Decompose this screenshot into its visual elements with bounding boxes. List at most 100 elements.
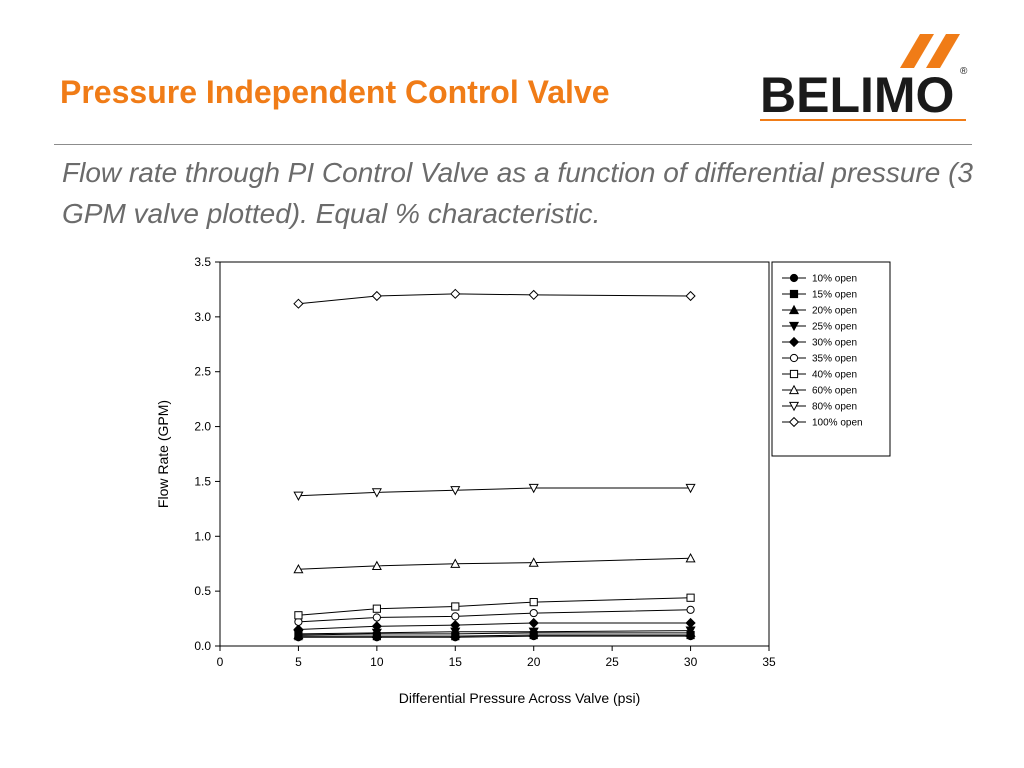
- data-point: [371, 488, 382, 498]
- plot-frame: [219, 261, 770, 647]
- data-point: [529, 598, 538, 607]
- data-point: [685, 483, 696, 494]
- series-60-open: [293, 552, 696, 574]
- legend-item: 15% open: [782, 290, 857, 301]
- x-tick-label: 20: [527, 655, 541, 669]
- data-point: [529, 608, 538, 618]
- x-tick-label: 35: [762, 655, 776, 669]
- y-tick-label: 3.0: [194, 310, 211, 324]
- x-tick-label: 0: [217, 655, 224, 669]
- legend-label: 20% open: [812, 306, 857, 317]
- series-line: [298, 487, 691, 497]
- legend-item: 100% open: [782, 416, 863, 429]
- legend-item: 60% open: [782, 384, 857, 397]
- legend-marker: [788, 401, 800, 412]
- series-line: [298, 609, 691, 623]
- data-point: [371, 290, 382, 302]
- legend-label: 60% open: [812, 386, 857, 397]
- belimo-logo: BELIMO ®: [760, 34, 972, 124]
- data-point: [685, 617, 696, 629]
- legend-marker: [789, 353, 799, 363]
- flow-rate-chart: 0.0 0.5 1.0 1.5 2.0 2.5 3.0 3.5 0 5 10 15 20 25 30 35 Di…: [155, 255, 891, 706]
- legend-item: 20% open: [782, 304, 857, 317]
- legend-marker: [789, 369, 799, 379]
- y-tick-label: 0.5: [194, 584, 211, 598]
- y-tick-label: 2.0: [194, 420, 211, 434]
- legend-item: 25% open: [782, 322, 857, 333]
- logo-registered-mark: ®: [960, 66, 968, 77]
- data-point: [371, 621, 382, 632]
- legend: 10% open 15% open 20% open 25% open 30% open…: [771, 261, 891, 457]
- x-axis-label: Differential Pressure Across Valve (psi): [399, 690, 640, 706]
- series-30-open: [293, 617, 696, 635]
- data-point: [528, 627, 539, 637]
- x-tick-label: 15: [449, 655, 463, 669]
- series-25-open: [293, 626, 696, 640]
- data-point: [450, 558, 461, 568]
- y-axis-label: Flow Rate (GPM): [155, 400, 171, 508]
- data-point: [450, 620, 461, 631]
- legend-marker: [788, 416, 800, 428]
- data-point: [293, 298, 304, 309]
- series-line: [298, 622, 691, 631]
- legend-item: 30% open: [782, 336, 857, 349]
- legend-label: 25% open: [812, 322, 857, 333]
- y-tick-label: 1.5: [194, 474, 211, 488]
- logo-underline: [760, 119, 966, 121]
- y-tick-label: 3.5: [194, 255, 211, 269]
- legend-label: 30% open: [812, 338, 857, 349]
- logo-text: BELIMO: [760, 67, 955, 123]
- logo-stripes-icon: [900, 34, 960, 68]
- legend-item: 40% open: [782, 370, 857, 381]
- series-100-open: [293, 288, 696, 309]
- data-point: [528, 289, 539, 301]
- slide-title: Pressure Independent Control Valve: [60, 74, 610, 110]
- legend-item: 10% open: [782, 274, 857, 285]
- x-tick-label: 30: [684, 655, 698, 669]
- legend-item: 80% open: [782, 402, 857, 413]
- series-line: [298, 597, 691, 616]
- data-point: [528, 557, 539, 567]
- data-point: [371, 560, 382, 571]
- data-point: [528, 617, 539, 629]
- legend-label: 15% open: [812, 290, 857, 301]
- legend-marker: [789, 273, 799, 283]
- series-line: [298, 557, 691, 570]
- data-point: [293, 624, 304, 635]
- y-tick-label: 2.5: [194, 365, 211, 379]
- legend-marker: [788, 304, 800, 315]
- series-40-open: [294, 593, 695, 620]
- series-35-open: [294, 605, 695, 626]
- data-point: [686, 605, 695, 614]
- data-point: [293, 491, 304, 501]
- y-tick-label: 1.0: [194, 529, 211, 543]
- legend-marker: [788, 384, 800, 395]
- data-point: [450, 288, 461, 299]
- data-point: [293, 563, 304, 574]
- data-point: [450, 486, 461, 496]
- data-point: [294, 611, 303, 620]
- x-tick-label: 5: [295, 655, 302, 669]
- legend-label: 35% open: [812, 354, 857, 365]
- slide-subtitle: Flow rate through PI Control Valve as a …: [62, 157, 973, 229]
- data-point: [686, 593, 695, 602]
- data-point: [685, 552, 696, 563]
- title-divider: [54, 144, 972, 145]
- legend-label: 100% open: [812, 418, 863, 429]
- data-point: [372, 604, 381, 613]
- y-tick-label: 0.0: [194, 639, 211, 653]
- legend-label: 10% open: [812, 274, 857, 285]
- x-tick-label: 10: [370, 655, 384, 669]
- data-point: [451, 602, 460, 611]
- legend-item: 35% open: [782, 354, 857, 365]
- legend-label: 40% open: [812, 370, 857, 381]
- data-point: [451, 612, 460, 621]
- legend-marker: [788, 336, 800, 348]
- data-point: [528, 483, 539, 494]
- legend-marker: [788, 321, 800, 332]
- series-line: [298, 293, 691, 305]
- x-tick-label: 25: [605, 655, 619, 669]
- legend-label: 80% open: [812, 402, 857, 413]
- series-80-open: [293, 483, 696, 501]
- data-point: [685, 290, 696, 302]
